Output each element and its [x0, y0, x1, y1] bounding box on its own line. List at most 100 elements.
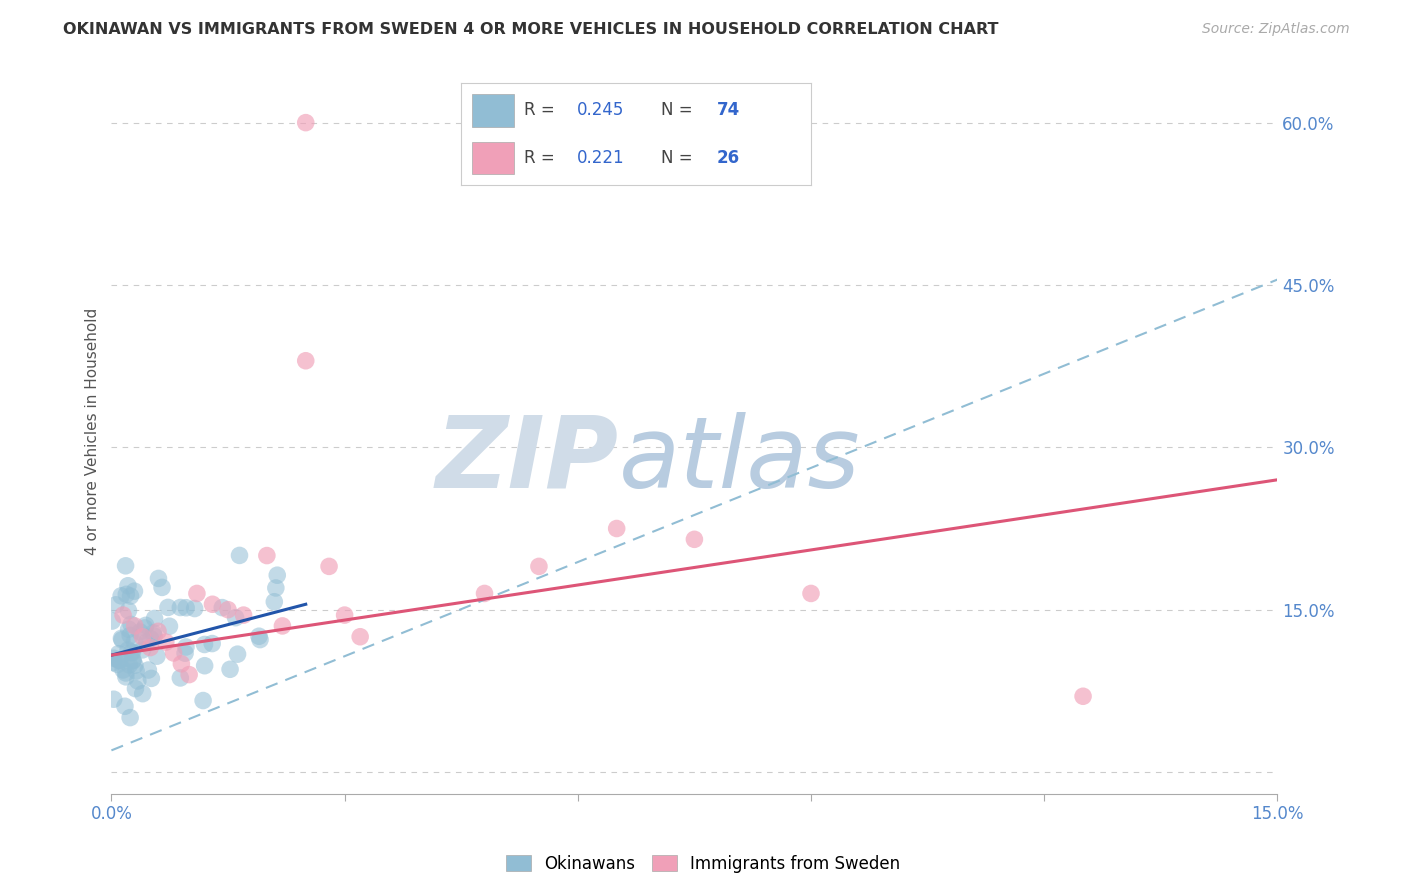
Point: [226, 647, 249, 661]
Text: OKINAWAN VS IMMIGRANTS FROM SWEDEN 4 OR MORE VEHICLES IN HOUSEHOLD CORRELATION C: OKINAWAN VS IMMIGRANTS FROM SWEDEN 4 OR …: [63, 22, 998, 37]
Point: [146, 649, 169, 664]
Point: [131, 643, 153, 657]
Point: [217, 602, 239, 616]
Point: [155, 635, 177, 649]
Point: [606, 521, 628, 535]
Point: [117, 579, 139, 593]
Point: [112, 663, 135, 677]
Point: [114, 699, 136, 714]
Point: [127, 673, 149, 688]
Point: [117, 604, 139, 618]
Legend: Okinawans, Immigrants from Sweden: Okinawans, Immigrants from Sweden: [499, 848, 907, 880]
Point: [115, 587, 138, 601]
Point: [474, 586, 496, 600]
Point: [114, 665, 136, 680]
Text: ZIP: ZIP: [436, 411, 619, 508]
Point: [138, 663, 160, 677]
Point: [139, 632, 162, 646]
Point: [174, 646, 197, 660]
Point: [125, 664, 148, 678]
Point: [107, 647, 129, 661]
Point: [294, 115, 316, 129]
Point: [103, 692, 125, 706]
Point: [294, 353, 316, 368]
Point: [159, 619, 181, 633]
Point: [120, 628, 142, 642]
Point: [110, 589, 132, 603]
Point: [219, 662, 242, 676]
Point: [150, 581, 173, 595]
Point: [247, 629, 270, 643]
Point: [118, 657, 141, 672]
Point: [121, 646, 143, 660]
Point: [104, 598, 127, 612]
Point: [120, 589, 142, 603]
Point: [120, 710, 142, 724]
Point: [349, 630, 371, 644]
Point: [256, 549, 278, 563]
Point: [112, 608, 135, 623]
Point: [108, 653, 131, 667]
Point: [124, 681, 146, 696]
Point: [191, 693, 214, 707]
Point: [527, 559, 550, 574]
Point: [333, 608, 356, 623]
Point: [193, 638, 215, 652]
Point: [142, 625, 165, 640]
Point: [179, 667, 201, 681]
Point: [800, 586, 823, 600]
Point: [114, 558, 136, 573]
Point: [225, 610, 247, 624]
Y-axis label: 4 or more Vehicles in Household: 4 or more Vehicles in Household: [86, 308, 100, 555]
Point: [107, 657, 129, 672]
Point: [135, 634, 157, 648]
Point: [122, 653, 145, 667]
Point: [683, 533, 706, 547]
Point: [117, 643, 139, 657]
Point: [201, 597, 224, 611]
Point: [169, 600, 191, 615]
Point: [156, 600, 179, 615]
Point: [228, 549, 250, 563]
Point: [271, 619, 294, 633]
Text: Source: ZipAtlas.com: Source: ZipAtlas.com: [1202, 22, 1350, 37]
Point: [103, 651, 125, 665]
Point: [194, 658, 217, 673]
Point: [131, 630, 153, 644]
Point: [143, 629, 166, 643]
Point: [131, 687, 153, 701]
Point: [129, 624, 152, 639]
Point: [124, 619, 146, 633]
Point: [211, 600, 233, 615]
Point: [249, 632, 271, 647]
Point: [1071, 690, 1094, 704]
Point: [263, 595, 285, 609]
Point: [124, 658, 146, 673]
Point: [318, 559, 340, 574]
Point: [201, 636, 224, 650]
Point: [110, 632, 132, 646]
Point: [121, 645, 143, 659]
Point: [101, 614, 124, 628]
Point: [174, 640, 197, 654]
Point: [186, 586, 208, 600]
Point: [120, 617, 142, 632]
Point: [103, 656, 125, 670]
Point: [139, 640, 162, 655]
Point: [146, 624, 169, 639]
Point: [148, 571, 170, 585]
Point: [115, 670, 138, 684]
Point: [143, 611, 166, 625]
Point: [183, 601, 205, 615]
Point: [124, 635, 146, 649]
Point: [266, 568, 288, 582]
Point: [124, 584, 146, 599]
Point: [170, 657, 193, 671]
Point: [264, 581, 287, 595]
Point: [135, 618, 157, 632]
Point: [111, 632, 134, 647]
Point: [169, 671, 191, 685]
Point: [162, 646, 184, 660]
Point: [232, 608, 254, 623]
Point: [118, 622, 141, 636]
